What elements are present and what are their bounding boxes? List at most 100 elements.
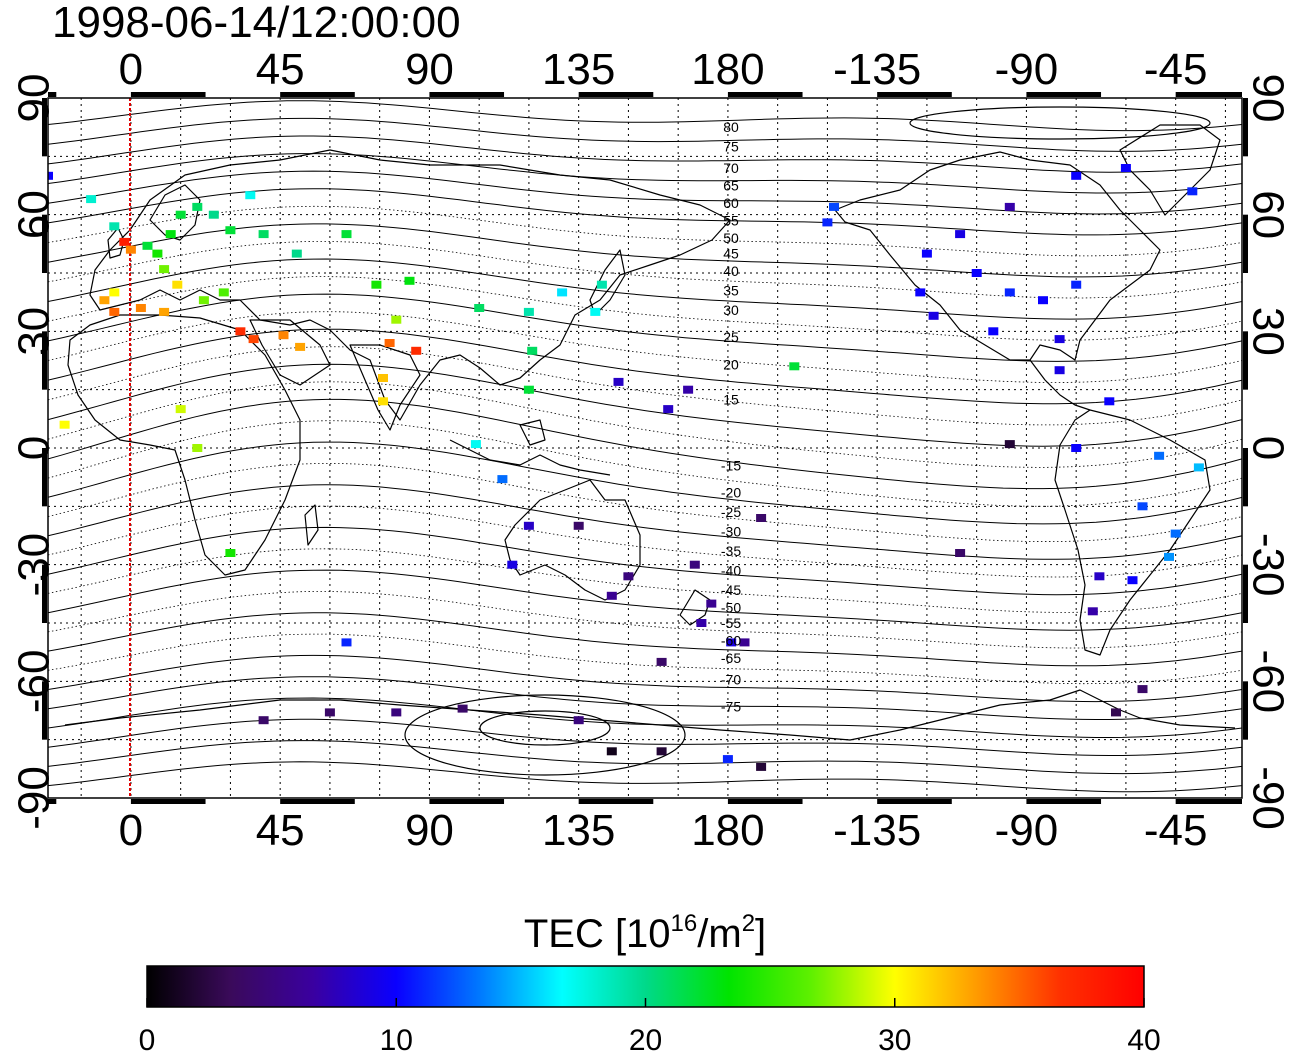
tec-data-point: [1071, 444, 1082, 452]
tec-data-point: [411, 346, 422, 355]
tec-data-point: [295, 342, 306, 351]
frame-bar-segment: [1175, 92, 1242, 97]
contour-label: 65: [723, 178, 739, 194]
coast-central-america: [1029, 359, 1091, 411]
frame-bar-segment: [1243, 564, 1248, 623]
tec-data-point: [1193, 463, 1204, 472]
tec-data-point: [225, 549, 236, 557]
frame-bar-segment: [280, 799, 355, 804]
magnetic-contour: [48, 276, 1242, 341]
frame-bar-segment: [1026, 92, 1102, 97]
tec-data-point: [59, 420, 70, 429]
top-lon-tick-label: 180: [691, 45, 764, 94]
tec-data-point: [1038, 296, 1048, 305]
tec-data-point: [527, 346, 538, 355]
tec-data-point: [175, 210, 186, 219]
contour-label: 35: [723, 283, 739, 299]
tec-data-point: [159, 265, 170, 274]
tec-data-point: [606, 591, 617, 600]
tec-data-point: [971, 269, 982, 277]
magnetic-contour: [48, 505, 1242, 578]
tec-data-point: [218, 288, 229, 297]
contour-label: -40: [721, 563, 741, 579]
coast-southeast-asia-islands: [449, 419, 611, 476]
tec-data-point: [278, 331, 289, 340]
magnetic-contour: [48, 170, 1242, 215]
tec-data-point: [706, 599, 717, 608]
right-lat-tick-label: -90: [1244, 766, 1292, 830]
frame-bar-segment: [1243, 448, 1248, 507]
frame-bar-segment: [1243, 681, 1248, 740]
tec-data-point: [1111, 708, 1121, 717]
coast-africa: [67, 314, 301, 576]
right-lat-tick-label: 60: [1244, 190, 1292, 239]
frame-bar-segment: [1243, 331, 1248, 390]
bottom-lon-tick-label: -135: [833, 806, 921, 855]
coast-greenland: [1119, 124, 1221, 216]
tec-data-point: [573, 521, 584, 530]
tec-data-point: [135, 304, 146, 312]
magnetic-pole-contour: [909, 106, 1211, 140]
contour-label: -50: [721, 599, 741, 615]
tec-data-point: [125, 245, 136, 254]
magnetic-contour: [48, 420, 1242, 507]
coast-south-america: [1054, 409, 1211, 656]
frame-bar-segment: [42, 331, 47, 390]
contour-label: 45: [723, 246, 739, 262]
bottom-lon-tick-label: -45: [1144, 806, 1208, 855]
tec-data-point: [756, 514, 767, 522]
frame-bar-segment: [1243, 214, 1248, 273]
contour-label: 55: [723, 213, 739, 229]
tec-data-point: [1004, 202, 1015, 211]
magnetic-contour: [48, 612, 1242, 667]
tec-data-points: [48, 164, 1204, 771]
frame-bar-segment: [130, 799, 206, 804]
contour-label: 25: [723, 329, 739, 345]
tec-data-point: [789, 362, 800, 371]
tec-data-point: [623, 572, 634, 581]
contour-label: -45: [721, 582, 741, 598]
tec-data-point: [822, 218, 833, 227]
frame-bar-segment: [42, 214, 47, 273]
frame-bar-segment: [1026, 799, 1102, 804]
frame-bar-segment: [877, 92, 952, 97]
tec-data-point: [109, 307, 120, 316]
tec-data-point: [235, 327, 246, 336]
frame-bar-segment: [578, 799, 654, 804]
top-lon-tick-label: -135: [833, 45, 921, 94]
tec-data-point: [1094, 572, 1105, 581]
magnetic-contour: [48, 293, 1242, 362]
left-lat-tick-label: -60: [10, 650, 59, 714]
tec-data-point: [172, 280, 183, 289]
contour-label: -75: [721, 699, 741, 715]
left-lat-tick-label: 60: [10, 190, 59, 239]
tec-data-point: [86, 195, 97, 204]
magnetic-contour: [48, 697, 1242, 738]
top-lon-tick-label: 90: [405, 45, 454, 94]
coast-india: [349, 344, 421, 431]
contour-label: 20: [723, 356, 739, 372]
tec-data-point: [1187, 187, 1198, 196]
colorbar-tick-label: 30: [878, 1024, 911, 1057]
tec-data-point: [1154, 451, 1165, 460]
top-lon-tick-label: 45: [256, 45, 305, 94]
bottom-lon-tick-label: 180: [691, 806, 764, 855]
tec-data-point: [1071, 280, 1082, 289]
tec-data-point: [1054, 335, 1065, 344]
colorbar-tick-label: 40: [1127, 1024, 1160, 1057]
magnetic-contour: [48, 328, 1242, 405]
tec-data-point: [109, 288, 120, 297]
tec-data-point: [208, 210, 219, 219]
tec-data-point: [656, 747, 667, 756]
magnetic-contour: [48, 633, 1242, 685]
tec-data-point: [159, 307, 170, 316]
top-lon-tick-label: -45: [1144, 45, 1208, 94]
tec-data-point: [192, 444, 203, 452]
tec-data-point: [391, 315, 402, 324]
tec-data-point: [523, 307, 534, 316]
tec-data-point: [1071, 171, 1082, 180]
tec-data-point: [470, 440, 481, 449]
tec-data-point: [1104, 397, 1115, 406]
